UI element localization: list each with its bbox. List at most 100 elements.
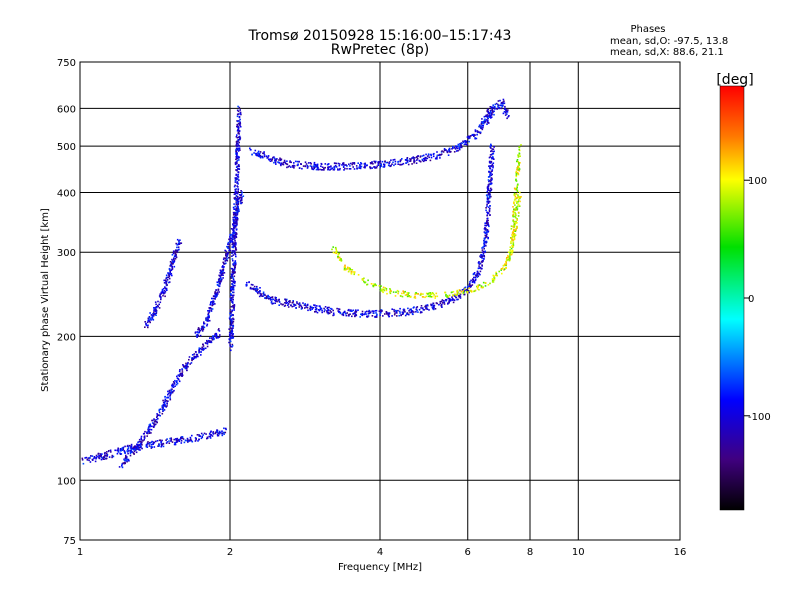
echo-point: [237, 129, 240, 131]
echo-point: [503, 264, 505, 267]
echo-point: [403, 291, 405, 293]
echo-point: [307, 309, 309, 312]
echo-point: [446, 150, 449, 152]
echo-point: [458, 289, 461, 291]
echo-point: [489, 167, 491, 170]
echo-point: [376, 165, 378, 168]
echo-point: [465, 290, 468, 293]
echo-point: [319, 168, 321, 171]
echo-point: [470, 135, 472, 137]
echo-point: [230, 312, 232, 315]
echo-point: [178, 248, 180, 251]
echo-point: [376, 313, 378, 316]
echo-point: [178, 241, 180, 244]
echo-point: [490, 150, 492, 153]
echo-point: [153, 446, 156, 448]
echo-point: [174, 385, 176, 387]
echo-point: [476, 285, 479, 288]
echo-point: [130, 451, 133, 453]
echo-point: [223, 272, 226, 274]
echo-point: [483, 238, 486, 240]
echo-point: [226, 257, 228, 260]
echo-point: [199, 334, 202, 337]
echo-point: [230, 241, 232, 243]
echo-point: [171, 391, 174, 394]
echo-point: [486, 123, 488, 125]
echo-point: [178, 240, 180, 242]
echo-point: [236, 210, 238, 213]
echo-point: [433, 152, 435, 155]
echo-point: [233, 272, 236, 274]
echo-point: [486, 221, 488, 224]
echo-point: [489, 175, 491, 178]
echo-point: [379, 287, 381, 290]
echo-point: [467, 137, 470, 140]
echo-point: [181, 437, 183, 439]
echo-point: [518, 164, 520, 166]
echo-point: [226, 253, 228, 255]
echo-point: [209, 437, 212, 439]
echo-point: [294, 160, 297, 163]
echo-point: [386, 312, 388, 314]
echo-point: [405, 294, 408, 296]
echo-point: [235, 228, 238, 230]
echo-point: [231, 324, 233, 327]
echo-point: [476, 285, 478, 288]
echo-point: [301, 306, 303, 309]
echo-point: [172, 390, 174, 393]
echo-point: [348, 313, 350, 316]
echo-point: [221, 432, 223, 435]
echo-point: [164, 290, 167, 293]
echo-point: [290, 166, 292, 168]
echo-point: [220, 274, 222, 277]
echo-point: [384, 313, 386, 315]
echo-point: [484, 222, 486, 225]
echo-point: [234, 208, 236, 210]
echo-point: [516, 227, 518, 229]
echo-point: [157, 300, 159, 303]
echo-point: [390, 159, 392, 161]
echo-point: [503, 100, 505, 103]
echo-point: [216, 293, 218, 295]
echo-point: [232, 244, 235, 247]
echo-point: [282, 161, 285, 164]
echo-point: [130, 445, 133, 448]
echo-point: [335, 162, 338, 165]
echo-point: [280, 162, 282, 164]
echo-point: [351, 163, 354, 166]
echo-point: [181, 371, 184, 373]
echo-point: [156, 415, 158, 417]
echo-point: [427, 293, 429, 295]
echo-point: [239, 125, 242, 128]
echo-point: [498, 106, 500, 109]
echo-point: [231, 318, 233, 320]
echo-point: [168, 275, 171, 278]
echo-point: [287, 303, 290, 305]
echo-point: [119, 452, 121, 455]
echo-point: [426, 304, 429, 306]
echo-point: [239, 138, 241, 140]
echo-point: [229, 312, 231, 315]
echo-point: [241, 191, 243, 194]
echo-point: [320, 165, 322, 167]
echo-point: [164, 396, 166, 398]
echo-point: [233, 198, 236, 200]
echo-point: [343, 169, 345, 171]
echo-point: [519, 162, 521, 164]
echo-point: [121, 465, 123, 467]
echo-point: [440, 304, 442, 307]
echo-point: [164, 398, 167, 401]
echo-point: [457, 298, 459, 301]
echo-point: [313, 304, 315, 306]
echo-point: [515, 188, 518, 191]
echo-point: [454, 293, 456, 296]
echo-point: [222, 431, 225, 434]
echo-point: [235, 255, 237, 258]
echo-point: [206, 323, 209, 326]
echo-point: [123, 458, 125, 461]
echo-point: [143, 436, 146, 438]
echo-point: [218, 277, 221, 280]
echo-point: [153, 307, 155, 309]
echo-point: [252, 284, 254, 286]
echo-point: [513, 226, 515, 228]
